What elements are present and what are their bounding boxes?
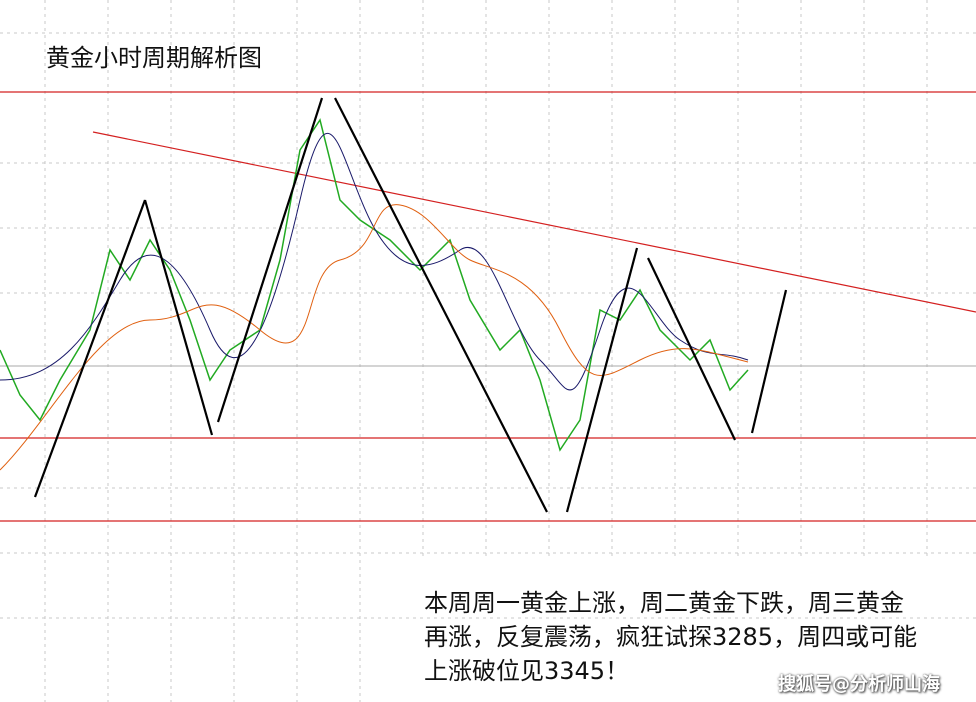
ma-short — [0, 132, 749, 391]
annotation: 本周周一黄金上涨，周二黄金下跌，周三黄金 再涨，反复震荡，疯狂试探3285，周四… — [424, 586, 917, 688]
price-path — [0, 118, 749, 452]
watermark: 搜狐号@分析师山海 — [778, 674, 940, 695]
ma-long — [0, 204, 749, 471]
wave-lines — [33, 97, 788, 513]
annotation-line: 再涨，反复震荡，疯狂试探3285，周四或可能 — [424, 623, 918, 651]
title: 黄金小时周期解析图 — [46, 44, 262, 72]
annotation-line: 上涨破位见3345！ — [424, 657, 630, 685]
annotation-line: 本周周一黄金上涨，周二黄金下跌，周三黄金 — [424, 589, 904, 617]
level-lines — [0, 91, 976, 522]
